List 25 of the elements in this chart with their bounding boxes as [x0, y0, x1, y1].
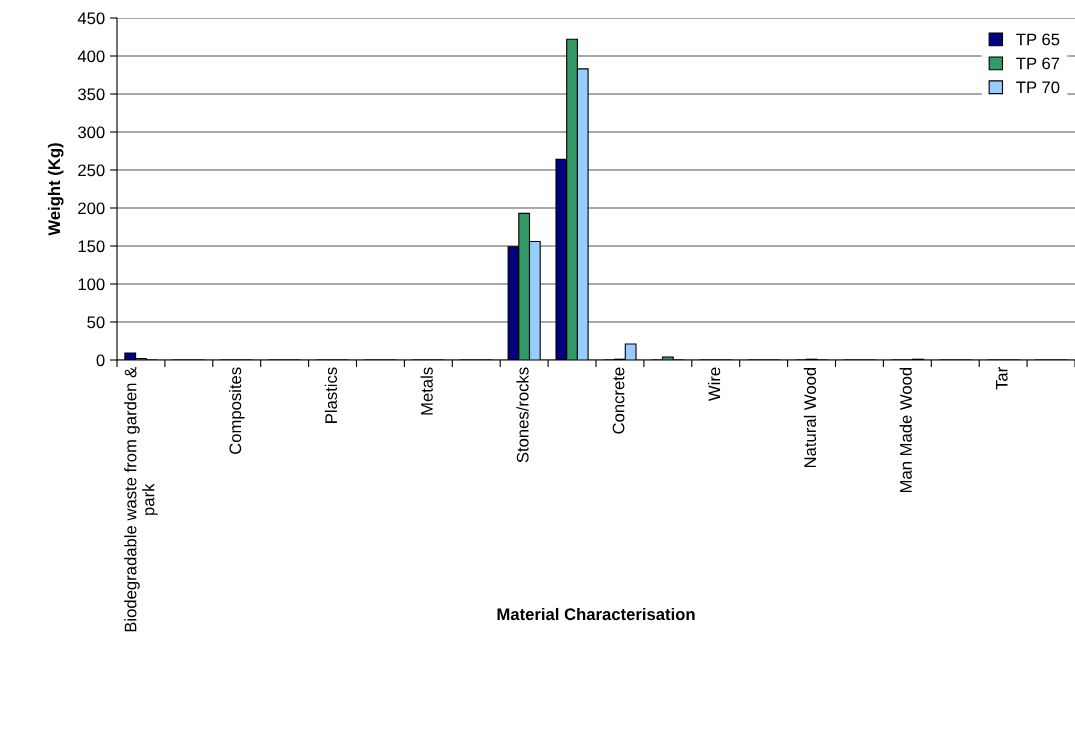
x-tick-label: Tar — [995, 367, 1008, 390]
y-tick-label: 100 — [78, 278, 105, 291]
legend-label: TP 65 — [1016, 33, 1060, 46]
y-tick-label: 300 — [78, 126, 105, 139]
y-tick-label: 0 — [96, 354, 105, 367]
x-axis-title: Material Characterisation — [497, 607, 695, 621]
x-tick-label: Stones/rocks — [516, 367, 529, 463]
y-axis-title: Weight (Kg) — [47, 143, 64, 236]
x-tick-label: Wire — [707, 367, 721, 402]
x-tick-label: Biodegradable waste from garden & park — [124, 367, 158, 632]
y-tick-label: 250 — [78, 164, 105, 177]
y-tick-label: 400 — [77, 50, 105, 63]
legend-label: TP 67 — [1016, 57, 1060, 70]
y-tick-label: 450 — [77, 12, 105, 25]
x-tick-label: Plastics — [324, 367, 338, 423]
y-tick-label: 50 — [87, 316, 105, 329]
y-tick-label: 150 — [78, 240, 105, 253]
y-tick-label: 200 — [78, 202, 105, 215]
x-tick-label: Metals — [420, 367, 433, 415]
x-tick-label: Concrete — [612, 367, 625, 434]
x-tick-label: Composites — [228, 367, 245, 454]
legend-label: TP 70 — [1016, 81, 1060, 94]
y-tick-label: 350 — [78, 88, 105, 101]
x-tick-label: Natural Wood — [803, 367, 817, 468]
x-tick-label: Man Made Wood — [899, 367, 912, 493]
